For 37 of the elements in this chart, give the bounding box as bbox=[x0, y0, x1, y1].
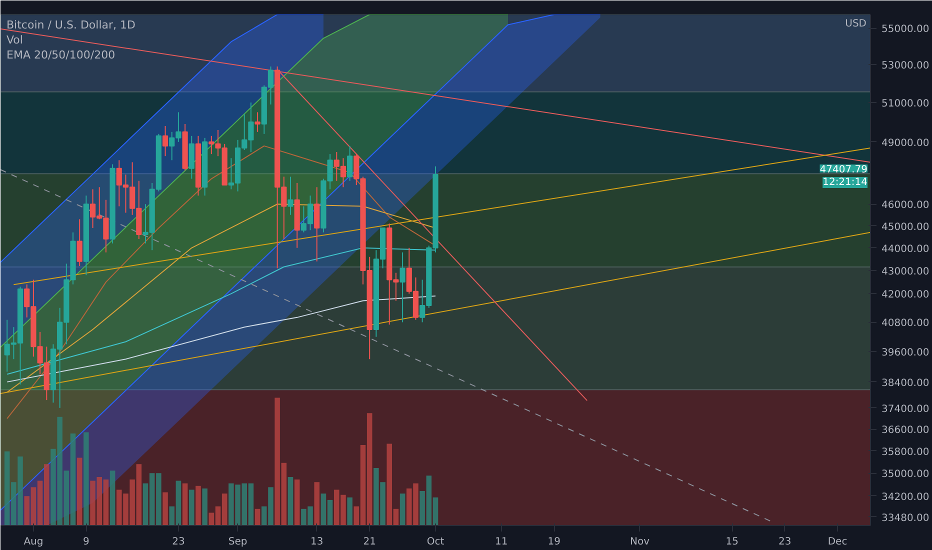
y-tick-label: 55000.00 bbox=[882, 24, 930, 36]
y-tick-label: 36600.00 bbox=[882, 425, 930, 436]
x-tick-label: Aug bbox=[24, 536, 44, 548]
annotation: EMA 20/50/100/200 bbox=[6, 48, 116, 62]
x-tick-label: 19 bbox=[548, 536, 561, 548]
y-tick-label: 43000.00 bbox=[882, 266, 930, 278]
chart-title: Bitcoin / U.S. Dollar, 1D bbox=[6, 18, 136, 32]
annotation: 47407.79 bbox=[820, 164, 868, 176]
x-tick-label: 15 bbox=[726, 536, 738, 548]
y-axis-title: USD bbox=[845, 18, 867, 30]
annotation: 12:21:14 bbox=[822, 176, 868, 188]
y-tick-label: 39600.00 bbox=[882, 348, 930, 359]
y-tick-label: 37400.00 bbox=[882, 404, 930, 415]
y-tick-label: 38400.00 bbox=[882, 378, 930, 389]
y-tick-label: 42000.00 bbox=[882, 290, 930, 301]
y-tick-label: 33480.00 bbox=[882, 512, 930, 524]
y-tick-label: 49000.00 bbox=[882, 138, 930, 149]
x-tick-label: Oct bbox=[426, 536, 444, 548]
y-tick-label: 51000.00 bbox=[882, 98, 930, 110]
y-tick-label: 40800.00 bbox=[882, 318, 930, 330]
y-tick-label: 45000.00 bbox=[882, 222, 930, 233]
x-tick-label: 13 bbox=[310, 536, 324, 548]
y-tick-label: 46000.00 bbox=[882, 200, 930, 212]
y-tick-label: 53000.00 bbox=[882, 60, 930, 72]
x-tick-label: 23 bbox=[778, 536, 792, 548]
y-tick-label: 35000.00 bbox=[882, 469, 930, 480]
y-tick-label: 34200.00 bbox=[882, 492, 930, 503]
y-tick-label: 44000.00 bbox=[882, 244, 930, 255]
y-tick-label: 35800.00 bbox=[882, 446, 930, 458]
x-tick-label: Nov bbox=[630, 536, 650, 548]
x-tick-label: Sep bbox=[228, 536, 248, 548]
x-tick-label: 21 bbox=[363, 536, 376, 548]
x-tick-label: 9 bbox=[83, 536, 90, 548]
x-tick-label: Dec bbox=[828, 536, 848, 548]
annotation: Vol bbox=[6, 34, 23, 46]
x-tick-label: 23 bbox=[172, 536, 185, 548]
x-tick-label: 11 bbox=[495, 536, 508, 548]
